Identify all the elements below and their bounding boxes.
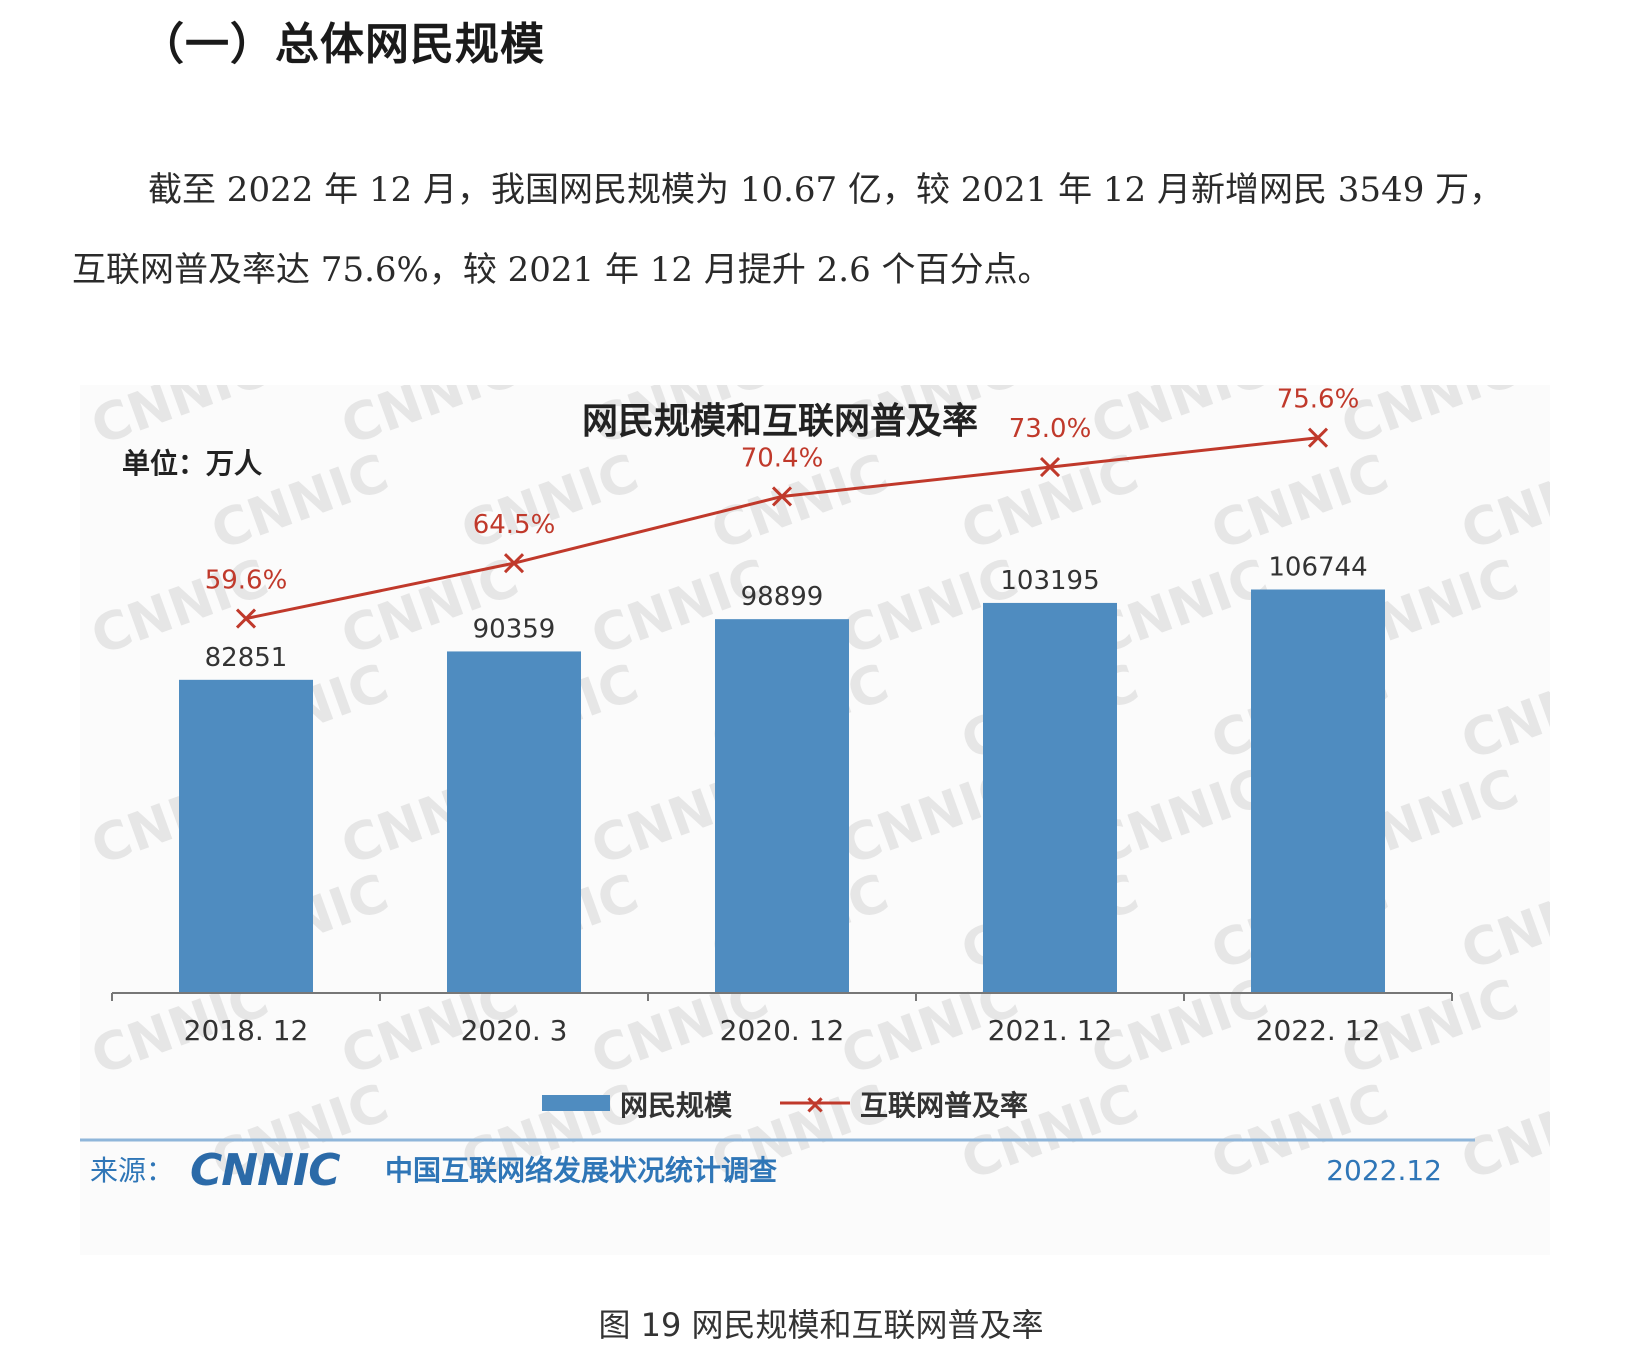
line-value-label: 75.6% <box>1277 385 1360 415</box>
x-tick-label: 2020. 12 <box>720 1014 845 1047</box>
line-value-label: 73.0% <box>1009 414 1092 444</box>
watermark-text: CNNIC <box>334 385 526 457</box>
watermark-text: CNNIC <box>1334 385 1526 457</box>
paragraph-line-2: 互联网普及率达 75.6%，较 2021 年 12 月提升 2.6 个百分点。 <box>72 250 1052 290</box>
line-layer <box>235 427 1329 629</box>
paragraph-line-1: 截至 2022 年 12 月，我国网民规模为 10.67 亿，较 2021 年 … <box>148 170 1504 210</box>
legend: 网民规模 × 互联网普及率 <box>542 1089 1028 1122</box>
bar-value-label: 98899 <box>741 582 824 612</box>
cnnic-logo: CNNIC <box>190 1145 340 1196</box>
watermark-text: CNNIC <box>1454 443 1550 562</box>
x-tick-label: 2018. 12 <box>184 1014 309 1047</box>
x-tick-label: 2020. 3 <box>461 1014 568 1047</box>
bar-4 <box>1251 589 1385 993</box>
line-value-label: 64.5% <box>473 510 556 540</box>
line-value-label: 59.6% <box>205 566 288 596</box>
bar-value-label: 82851 <box>205 643 288 673</box>
x-tick-label: 2021. 12 <box>988 1014 1113 1047</box>
bar-2 <box>715 619 849 993</box>
watermark-text: CNNIC <box>1454 1073 1550 1192</box>
bar-1 <box>447 651 581 993</box>
tick-layer <box>111 993 1453 1001</box>
bar-3 <box>983 602 1117 993</box>
bar-value-label: 103195 <box>1000 566 1099 596</box>
watermark-text: CNNIC <box>1204 443 1396 562</box>
watermark-text: CNNIC <box>1454 653 1550 772</box>
chart-title: 网民规模和互联网普及率 <box>582 401 978 442</box>
line-point-marker <box>1039 457 1061 478</box>
unit-label: 单位：万人 <box>122 447 262 480</box>
legend-label-bar: 网民规模 <box>620 1089 733 1122</box>
legend-swatch-bar <box>542 1095 610 1111</box>
source-prefix: 来源： <box>90 1154 174 1187</box>
legend-label-line: 互联网普及率 <box>860 1089 1028 1122</box>
line-point-marker <box>235 608 257 629</box>
source-date: 2022.12 <box>1326 1154 1442 1187</box>
bars-layer <box>179 589 1385 993</box>
watermark-text: CNNIC <box>454 443 646 562</box>
figure-caption: 图 19 网民规模和互联网普及率 <box>598 1306 1044 1344</box>
bar-0 <box>179 679 313 993</box>
chart-container: CNNIC CNNIC CNNIC CNNIC CNNIC CNNIC CNNIC CNNIC… <box>80 338 1642 1255</box>
bar-value-label: 90359 <box>473 614 556 644</box>
source-survey: 中国互联网络发展状况统计调查 <box>385 1154 777 1187</box>
line-point-marker <box>1307 427 1329 448</box>
watermark-text: CNNIC <box>1454 863 1550 982</box>
legend-x-marker: × <box>804 1090 826 1120</box>
section-heading: （一）总体网民规模 <box>140 19 545 70</box>
bar-value-label: 106744 <box>1268 553 1367 583</box>
line-value-label: 70.4% <box>741 443 824 473</box>
line-point-marker <box>771 486 793 507</box>
x-tick-label: 2022. 12 <box>1256 1014 1381 1047</box>
line-point-marker <box>503 553 525 574</box>
labels-layer: 82851 2018. 12 90359 2020. 3 98899 2020. 12 10… <box>184 385 1381 1047</box>
